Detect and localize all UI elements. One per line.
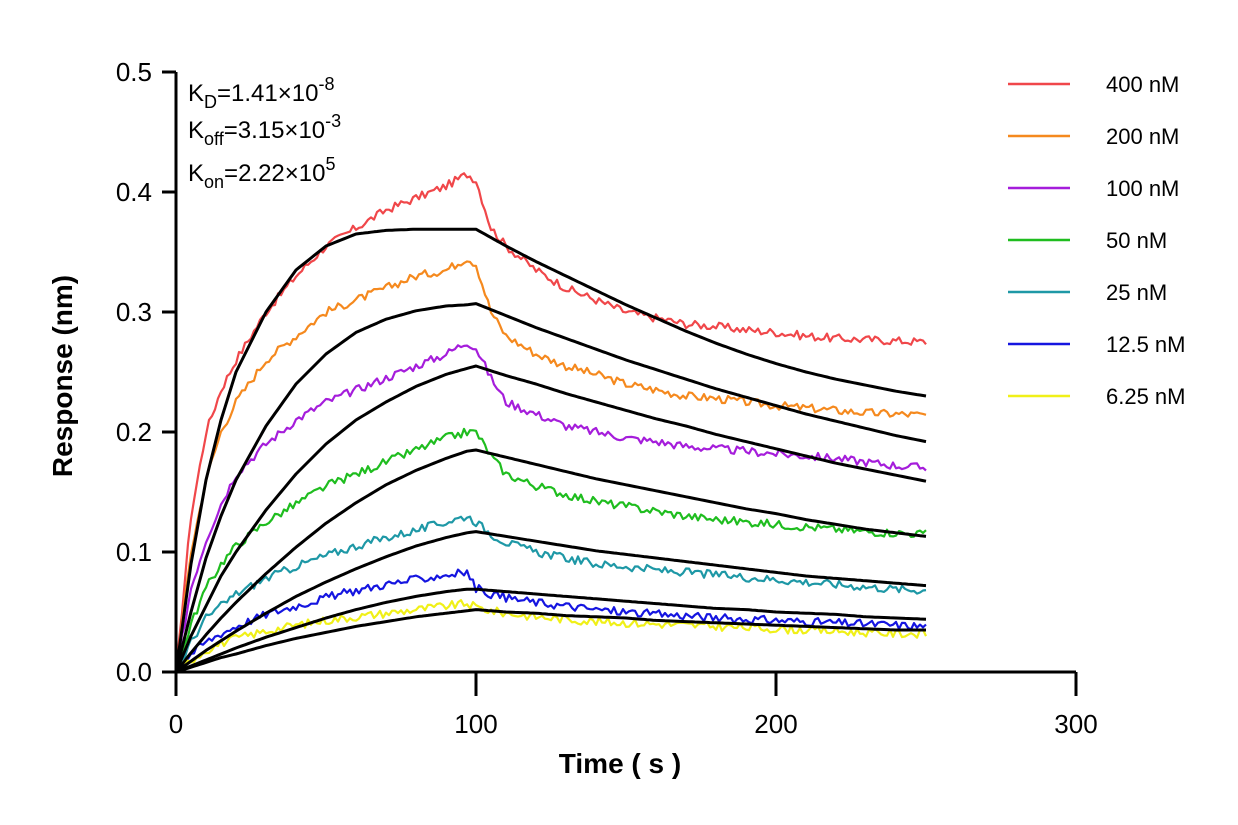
- kon-exponent: 5: [325, 154, 335, 174]
- legend-label-400-nm: 400 nM: [1106, 72, 1179, 97]
- fit-50-nm-line: [174, 448, 927, 673]
- kd-exponent: -8: [318, 74, 334, 94]
- series-400-nm-line: [174, 172, 927, 673]
- legend-label-25-nm: 25 nM: [1106, 280, 1167, 305]
- series-6-25-nm-line: [175, 598, 927, 673]
- legend-label-6-25-nm: 6.25 nM: [1106, 384, 1186, 409]
- koff-symbol: K: [188, 117, 204, 144]
- y-tick-label: 0.2: [116, 417, 152, 447]
- legend-label-50-nm: 50 nM: [1106, 228, 1167, 253]
- legend-label-12-5-nm: 12.5 nM: [1106, 332, 1186, 357]
- fit-12-5-nm-line: [175, 587, 927, 674]
- series-layer: [174, 172, 927, 673]
- kon-symbol: K: [188, 160, 204, 187]
- fit-100-nm-line: [174, 364, 927, 673]
- koff-subscript: off: [204, 129, 225, 149]
- y-tick-label: 0.3: [116, 297, 152, 327]
- series-12-5-nm-line: [175, 568, 927, 673]
- legend: 400 nM 200 nM 100 nM 50 nM 25 nM 12.5 nM 6.25 …: [1008, 72, 1186, 409]
- fit-6-25-nm-line: [175, 608, 926, 674]
- y-tick-label: 0.0: [116, 657, 152, 687]
- series-25-nm-line: [175, 515, 927, 673]
- y-axis-title: Response (nm): [47, 275, 78, 477]
- kon-subscript: on: [204, 172, 224, 192]
- x-tick-label: 100: [454, 709, 497, 739]
- x-tick-label: 0: [169, 709, 183, 739]
- kinetics-annotation: KD=1.41×10-8 Koff=3.15×10-3 Kon=2.22×105: [188, 74, 341, 192]
- y-tick-label: 0.1: [116, 537, 152, 567]
- koff-value: =3.15×10: [224, 117, 325, 144]
- series-100-nm-line: [174, 344, 927, 673]
- y-tick-label: 0.4: [116, 177, 152, 207]
- y-tick-label: 0.5: [116, 57, 152, 87]
- x-tick-label: 300: [1054, 709, 1097, 739]
- legend-label-100-nm: 100 nM: [1106, 176, 1179, 201]
- koff-annotation: Koff=3.15×10-3: [188, 111, 341, 149]
- kd-value: =1.41×10: [217, 80, 318, 107]
- x-axis-title: Time ( s ): [559, 748, 681, 779]
- x-tick-label: 200: [754, 709, 797, 739]
- fit-curves-layer: [174, 227, 927, 674]
- legend-label-200-nm: 200 nM: [1106, 124, 1179, 149]
- koff-exponent: -3: [325, 111, 341, 131]
- fit-25-nm-line: [175, 530, 927, 674]
- kd-annotation: KD=1.41×10-8: [188, 74, 334, 112]
- kd-subscript: D: [204, 92, 217, 112]
- kon-annotation: Kon=2.22×105: [188, 154, 336, 192]
- kd-symbol: K: [188, 80, 204, 107]
- fit-400-nm-line: [174, 227, 927, 673]
- series-200-nm-line: [174, 260, 927, 673]
- ticks: 0.0 0.1 0.2 0.3 0.4 0.5 0 100 200 300: [116, 57, 1098, 739]
- series-50-nm-line: [174, 427, 927, 673]
- fit-200-nm-line: [174, 302, 927, 673]
- kon-value: =2.22×10: [224, 160, 325, 187]
- axes: [174, 72, 1076, 674]
